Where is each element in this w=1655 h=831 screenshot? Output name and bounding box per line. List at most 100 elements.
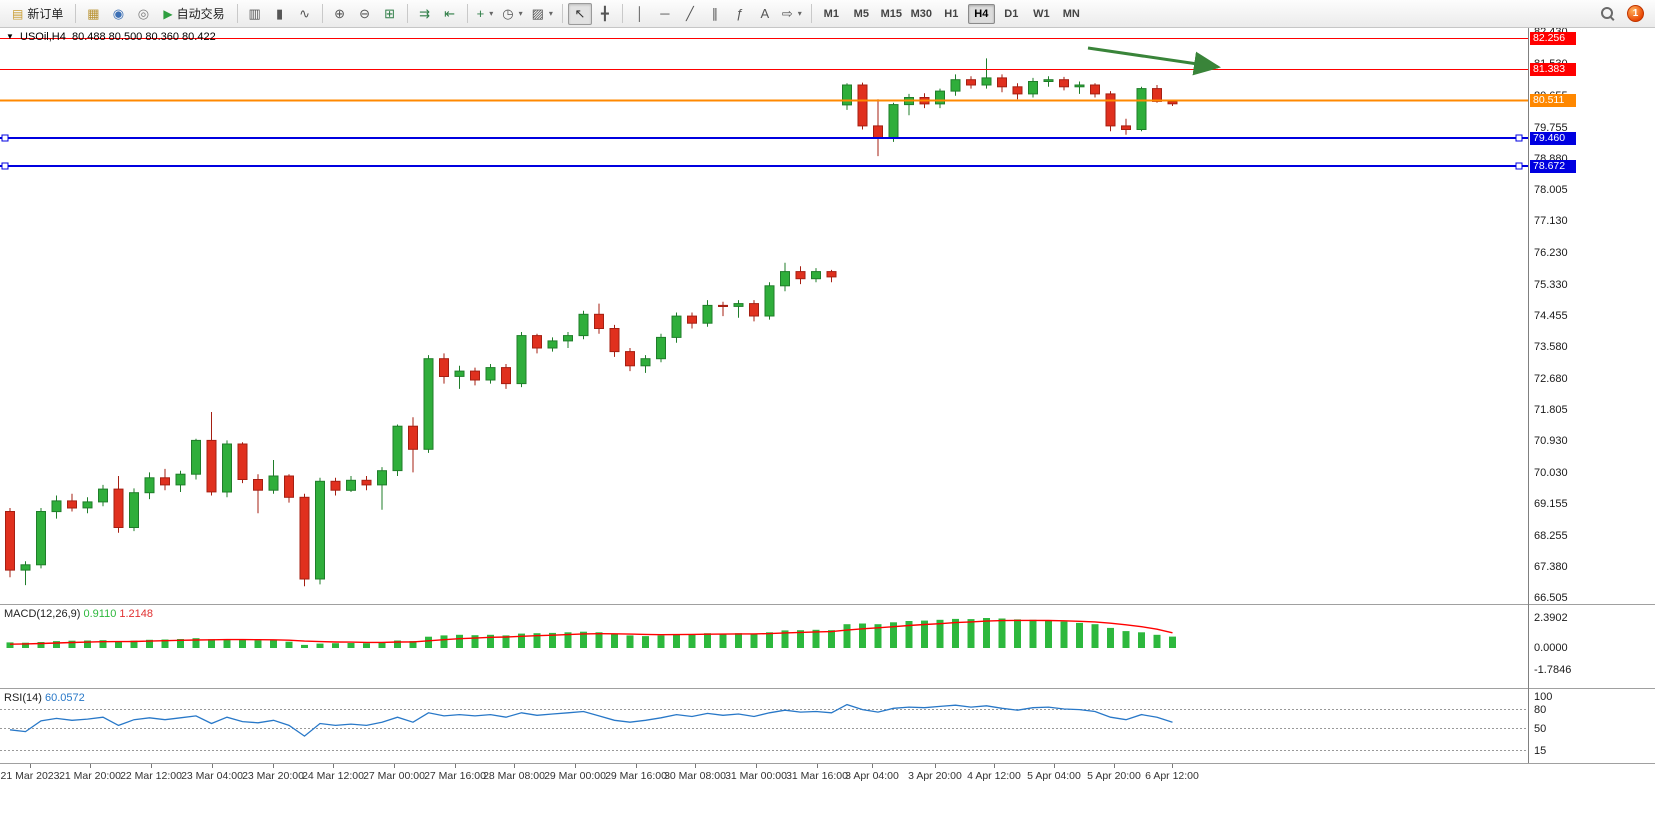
tile-windows-button[interactable]: ⊞ (378, 3, 402, 25)
data-window-icon: ◎ (137, 5, 150, 21)
new-chart-button[interactable]: ▦ (81, 3, 105, 25)
line-chart-icon: ∿ (299, 5, 311, 21)
rsi-scale-label: 15 (1534, 745, 1547, 757)
time-axis-label: 3 Apr 20:00 (908, 770, 962, 782)
price-scale-label: 78.005 (1534, 184, 1568, 196)
bar-chart-button[interactable]: ▥ (243, 3, 267, 25)
toolbar-separator (621, 4, 623, 23)
bar-chart-icon: ▥ (248, 5, 261, 21)
price-scale-label: 72.680 (1534, 373, 1568, 385)
toolbar-separator (236, 4, 238, 23)
chart-shift-button[interactable]: ⇤ (438, 3, 462, 25)
zoom-in-icon: ⊕ (334, 5, 346, 21)
time-tick (575, 764, 576, 768)
time-tick (1054, 764, 1055, 768)
channel-button[interactable]: ∥ (703, 3, 727, 25)
trend-arrow[interactable] (1087, 46, 1221, 76)
rsi-value: 60.0572 (44, 692, 85, 704)
line-handle[interactable] (1515, 162, 1523, 170)
line-handle[interactable] (1, 134, 9, 142)
time-axis-label: 4 Apr 12:00 (967, 770, 1021, 782)
profiles-icon: ◉ (112, 5, 125, 21)
periods-button[interactable]: ◷ ▾ (498, 3, 526, 25)
time-tick (30, 764, 31, 768)
price-tag: 79.460 (1530, 132, 1576, 145)
rsi-scale[interactable]: 100 80 50 15 (1529, 689, 1655, 763)
dropdown-caret-icon: ▾ (797, 9, 802, 18)
cursor-button[interactable]: ↖ (567, 2, 592, 25)
dropdown-caret-icon: ▾ (548, 9, 553, 18)
timeframe-M15[interactable]: M15 (880, 7, 903, 20)
time-axis-label: 31 Mar 00:00 (725, 770, 787, 782)
text-button[interactable]: A (753, 3, 777, 25)
trendline-button[interactable]: ╱ (678, 3, 702, 25)
time-tick (636, 764, 637, 768)
line-handle[interactable] (1515, 134, 1523, 142)
time-tick (1172, 764, 1173, 768)
symbol-dropdown-icon[interactable]: ▼ (6, 32, 14, 41)
auto-scroll-button[interactable]: ⇉ (413, 3, 437, 25)
time-axis-label: 21 Mar 20:00 (59, 770, 121, 782)
fibonacci-button[interactable]: ƒ (728, 3, 752, 25)
timeframe-H4[interactable]: H4 (967, 3, 995, 24)
autotrading-button[interactable]: ▶ 自动交易 (156, 3, 231, 25)
rsi-line-plot (0, 703, 1528, 751)
candlestick-chart-button[interactable]: ▮ (268, 3, 292, 25)
zoom-in-button[interactable]: ⊕ (328, 3, 352, 25)
time-axis-label: 3 Apr 04:00 (845, 770, 899, 782)
price-scale[interactable]: 82.43081.53080.65579.75578.88078.00577.1… (1529, 28, 1655, 604)
time-tick (90, 764, 91, 768)
arrows-button[interactable]: ⇨ ▾ (778, 3, 806, 25)
time-tick (695, 764, 696, 768)
vertical-line-button[interactable]: │ (628, 3, 652, 25)
tile-windows-icon: ⊞ (384, 5, 396, 21)
time-tick (935, 764, 936, 768)
chart-shift-icon: ⇤ (444, 5, 456, 21)
zoom-out-button[interactable]: ⊖ (353, 3, 377, 25)
indicators-icon: + (476, 6, 485, 21)
price-scale-label: 79.755 (1534, 122, 1568, 134)
macd-panel[interactable]: MACD(12,26,9) 0.9110 1.2148 (0, 605, 1528, 688)
time-axis-label: 27 Mar 00:00 (363, 770, 425, 782)
templates-button[interactable]: ▨ ▾ (528, 3, 557, 25)
panel-separator[interactable] (0, 688, 1655, 689)
timeframe-D1[interactable]: D1 (1004, 7, 1019, 20)
search-button[interactable] (1595, 3, 1619, 25)
timeframe-W1[interactable]: W1 (1033, 7, 1050, 20)
time-axis-label: 23 Mar 04:00 (181, 770, 243, 782)
data-window-button[interactable]: ◎ (131, 3, 155, 25)
profiles-button[interactable]: ◉ (106, 3, 130, 25)
panel-separator (0, 763, 1655, 764)
timeframe-M30[interactable]: M30 (910, 7, 933, 20)
templates-icon: ▨ (531, 5, 544, 21)
timeframe-M1[interactable]: M1 (823, 7, 839, 20)
macd-scale[interactable]: 2.3902 0.0000 -1.7846 (1529, 605, 1655, 688)
new-order-button[interactable]: ▤ 新订单 (5, 3, 70, 25)
indicators-button[interactable]: + ▾ (473, 3, 498, 25)
price-scale-label: 69.155 (1534, 498, 1568, 510)
timeframe-M5[interactable]: M5 (853, 7, 869, 20)
line-chart-button[interactable]: ∿ (293, 3, 317, 25)
time-tick (212, 764, 213, 768)
chart-ohlc-label: USOil,H4 80.488 80.500 80.360 80.422 (20, 31, 216, 43)
notification-badge[interactable]: 1 (1627, 5, 1644, 22)
rsi-panel[interactable]: RSI(14) 60.0572 (0, 689, 1528, 763)
timeframe-H1[interactable]: H1 (944, 7, 959, 20)
main-chart[interactable]: ▼ USOil,H4 80.488 80.500 80.360 80.422 (0, 28, 1528, 604)
crosshair-button[interactable]: ╋ (593, 3, 617, 25)
line-handle[interactable] (1, 162, 9, 170)
search-icon (1600, 6, 1615, 21)
cursor-icon: ↖ (574, 5, 586, 21)
macd-scale-label: -1.7846 (1534, 664, 1572, 676)
periods-icon: ◷ (502, 5, 514, 21)
panel-separator[interactable] (0, 604, 1655, 605)
time-axis[interactable]: 21 Mar 2023 21 Mar 20:00 22 Mar 12:00 23 Ma… (0, 764, 1655, 785)
time-axis-label: 5 Apr 20:00 (1087, 770, 1141, 782)
rsi-scale-label: 50 (1534, 723, 1547, 735)
price-tag: 82.256 (1530, 32, 1576, 45)
horizontal-line-button[interactable]: ─ (653, 3, 677, 25)
time-tick (151, 764, 152, 768)
price-scale-label: 70.930 (1534, 435, 1568, 447)
timeframe-MN[interactable]: MN (1062, 7, 1080, 20)
